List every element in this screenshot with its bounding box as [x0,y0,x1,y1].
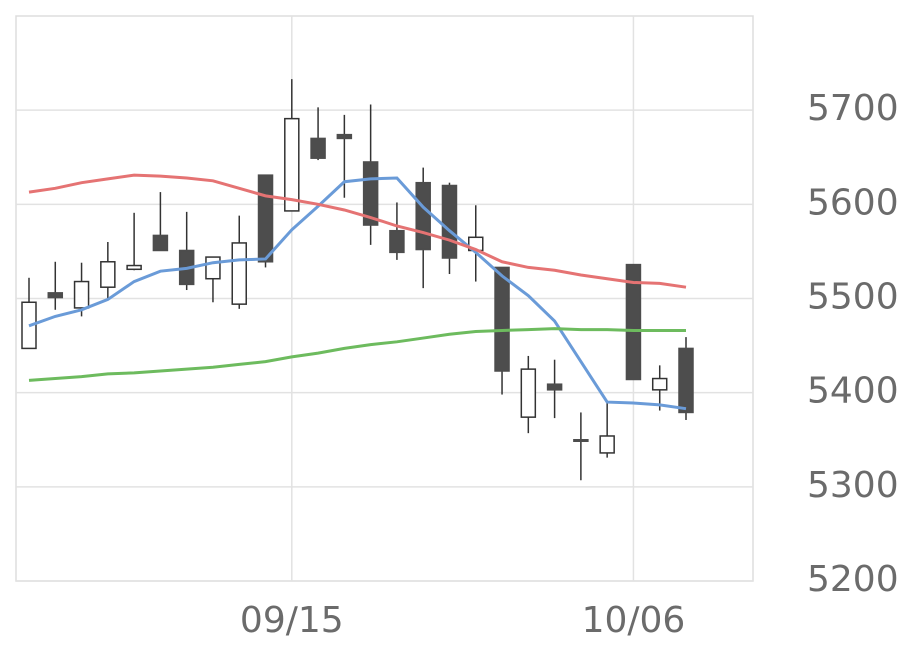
candle-body [100,261,116,288]
candle-body [625,263,642,381]
y-tick-label: 5300 [807,465,899,506]
x-tick-label: 10/06 [582,600,686,641]
candle-body [678,347,694,414]
candle-body [599,435,615,454]
moving-average [28,173,687,289]
candle-body [494,266,510,372]
y-tick-label: 5400 [807,371,899,412]
x-tick-label: 09/15 [240,600,344,641]
moving-average [28,176,687,411]
candle-body [441,184,458,259]
candle-body [651,377,668,391]
candle-body [231,242,247,305]
candle-body [126,264,142,271]
candle-body [47,292,64,299]
candle-body [205,256,221,280]
candle-body [73,280,90,309]
candle-body [257,174,274,263]
candle-body [284,117,300,212]
candle-body [520,368,537,418]
candle-body [415,181,431,251]
candle-body [310,137,326,159]
candle-body [152,234,169,252]
candle-body [389,229,405,254]
y-tick-label: 5500 [807,277,899,318]
candle-body [546,383,563,391]
y-tick-label: 5200 [807,559,899,600]
y-tick-label: 5600 [807,182,899,223]
candle-body [573,439,589,442]
candle-body [336,133,353,140]
moving-average [28,327,686,382]
y-tick-label: 5700 [807,88,899,129]
